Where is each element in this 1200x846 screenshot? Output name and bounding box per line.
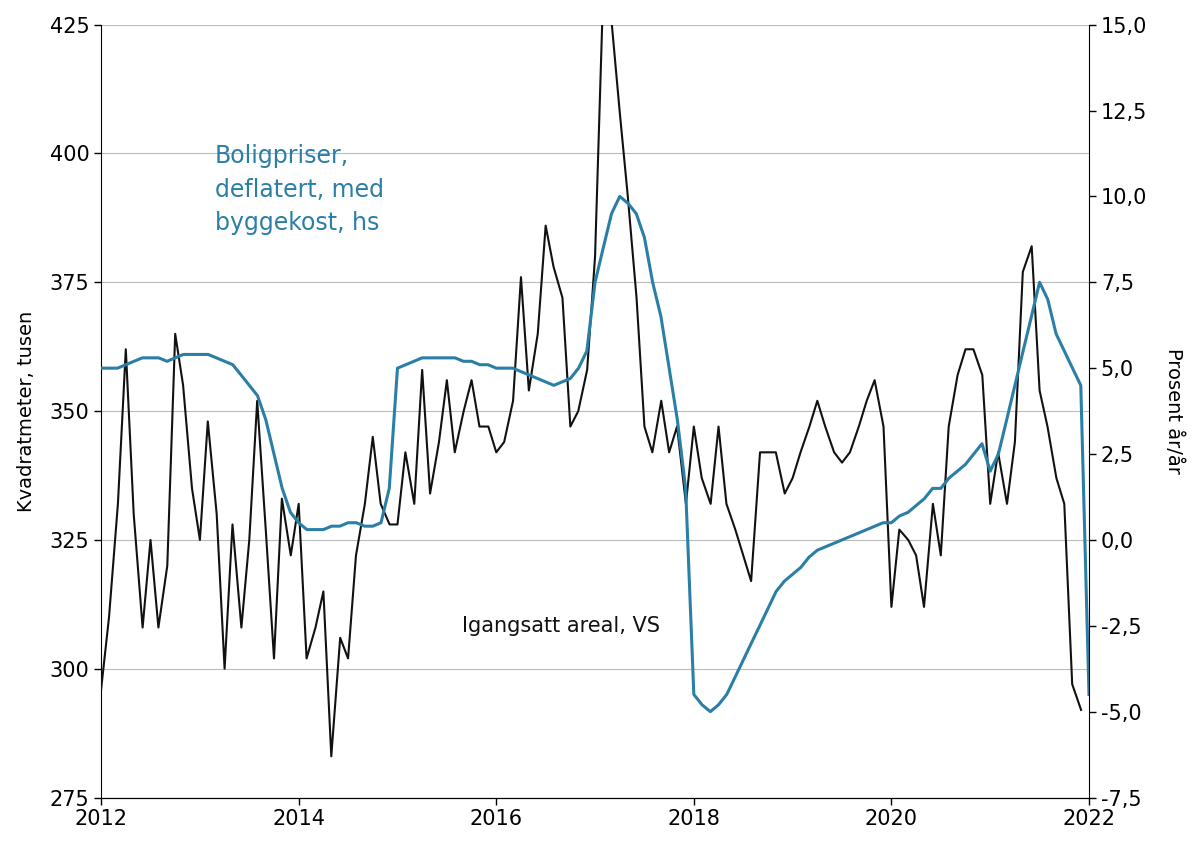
Text: Boligpriser,
deflatert, med
byggekost, hs: Boligpriser, deflatert, med byggekost, h… <box>215 145 384 235</box>
Y-axis label: Prosent år/år: Prosent år/år <box>1164 349 1183 474</box>
Y-axis label: Kvadratmeter, tusen: Kvadratmeter, tusen <box>17 310 36 512</box>
Text: Igangsatt areal, VS: Igangsatt areal, VS <box>462 616 660 636</box>
